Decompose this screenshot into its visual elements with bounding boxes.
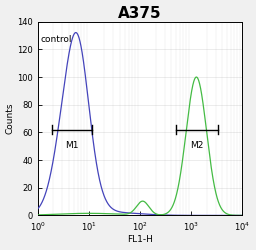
Text: control: control [40,36,72,44]
Text: M1: M1 [65,141,79,150]
X-axis label: FL1-H: FL1-H [127,236,153,244]
Title: A375: A375 [118,6,162,20]
Text: M2: M2 [190,141,204,150]
Y-axis label: Counts: Counts [6,103,15,134]
